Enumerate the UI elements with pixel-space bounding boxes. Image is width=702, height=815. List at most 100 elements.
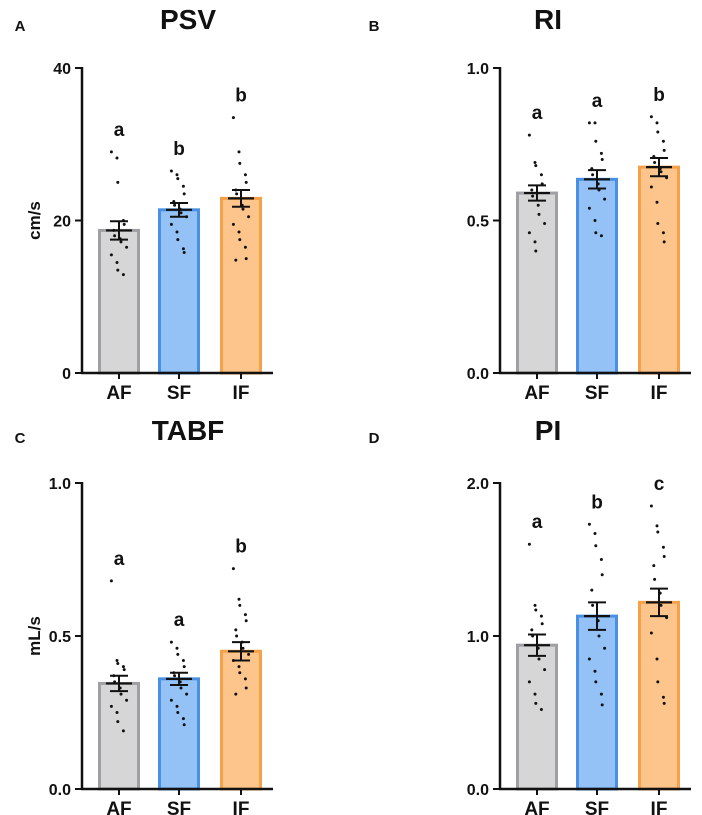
data-point-a-af bbox=[115, 156, 119, 160]
sig-letter-c-if: b bbox=[235, 537, 247, 558]
bar-a-if bbox=[220, 196, 262, 375]
x-tick-label-b-if: IF bbox=[651, 383, 668, 404]
data-point-b-if bbox=[649, 185, 653, 189]
data-point-b-if bbox=[659, 170, 663, 174]
x-tick-label-d-sf: SF bbox=[585, 799, 609, 815]
data-point-c-if bbox=[243, 613, 247, 617]
data-point-d-sf bbox=[593, 531, 597, 535]
data-point-d-if bbox=[655, 657, 659, 661]
data-point-c-af bbox=[121, 665, 125, 669]
bar-c-af bbox=[98, 681, 140, 791]
data-point-a-sf bbox=[176, 177, 180, 181]
data-point-b-af bbox=[531, 194, 535, 198]
data-point-a-if bbox=[235, 192, 239, 196]
panel-label-c: C bbox=[15, 430, 26, 447]
x-tick-label-b-af: AF bbox=[524, 383, 549, 404]
data-point-b-af bbox=[533, 240, 537, 244]
data-point-d-if bbox=[649, 504, 653, 508]
x-tick-label-a-sf: SF bbox=[167, 383, 191, 404]
data-point-b-af bbox=[530, 188, 534, 192]
data-point-a-sf bbox=[182, 192, 186, 196]
data-point-c-af bbox=[109, 704, 113, 708]
data-point-a-af bbox=[115, 260, 119, 264]
data-point-b-af bbox=[534, 249, 538, 253]
data-point-c-if bbox=[247, 652, 251, 656]
data-point-a-if bbox=[238, 161, 242, 165]
data-point-a-sf bbox=[179, 211, 183, 215]
data-point-c-if bbox=[241, 646, 245, 650]
bar-d-sf bbox=[576, 614, 618, 791]
data-point-b-sf bbox=[600, 158, 604, 161]
data-point-d-af bbox=[543, 668, 547, 672]
data-point-b-sf bbox=[593, 121, 597, 125]
data-point-d-af bbox=[527, 680, 531, 684]
data-point-b-sf bbox=[591, 173, 595, 177]
data-point-a-sf bbox=[181, 247, 185, 251]
data-point-d-if bbox=[653, 577, 657, 581]
data-point-c-sf bbox=[169, 640, 173, 644]
sig-letter-d-af: a bbox=[532, 512, 543, 533]
data-point-b-if bbox=[661, 139, 665, 143]
data-point-c-if bbox=[234, 628, 238, 632]
data-point-a-if bbox=[241, 207, 245, 211]
data-point-d-if bbox=[649, 631, 653, 635]
data-point-c-af bbox=[115, 711, 119, 714]
bar-b-if bbox=[638, 165, 680, 375]
data-point-a-af bbox=[116, 180, 120, 184]
bar-c-sf bbox=[158, 677, 200, 791]
data-point-d-if bbox=[662, 554, 666, 558]
y-tick-label-b: 0.0 bbox=[467, 366, 489, 383]
data-point-c-if bbox=[244, 619, 248, 623]
data-point-b-sf bbox=[599, 151, 603, 155]
data-point-c-sf bbox=[181, 717, 185, 721]
y-tick-label-d: 1.0 bbox=[467, 629, 489, 646]
sig-letter-d-if: c bbox=[654, 474, 665, 495]
data-point-d-if bbox=[661, 545, 665, 549]
data-point-c-sf bbox=[176, 711, 180, 714]
data-point-c-sf bbox=[182, 665, 186, 669]
data-point-d-af bbox=[537, 657, 541, 661]
data-point-a-sf bbox=[173, 203, 177, 207]
data-point-c-sf bbox=[179, 686, 183, 690]
data-point-d-sf bbox=[587, 657, 591, 661]
data-point-b-if bbox=[662, 240, 666, 244]
data-point-d-if bbox=[661, 695, 665, 699]
data-point-d-if bbox=[652, 564, 656, 568]
data-point-c-sf bbox=[175, 646, 179, 650]
x-tick-label-a-if: IF bbox=[233, 383, 250, 404]
data-point-c-if bbox=[237, 597, 241, 601]
panel-label-d: D bbox=[369, 430, 380, 447]
chart-title-c: TABF bbox=[152, 415, 225, 446]
data-point-a-if bbox=[237, 150, 241, 154]
bar-a-af bbox=[98, 228, 140, 375]
data-point-a-if bbox=[247, 215, 251, 219]
data-point-d-sf bbox=[603, 646, 607, 650]
data-point-c-if bbox=[235, 634, 239, 638]
sig-letter-a-af: a bbox=[114, 120, 125, 141]
sig-letter-a-if: b bbox=[235, 86, 247, 107]
data-point-a-sf bbox=[169, 169, 173, 173]
x-tick-label-a-af: AF bbox=[106, 383, 131, 404]
data-point-b-sf bbox=[594, 231, 598, 235]
y-tick-label-b: 1.0 bbox=[467, 61, 489, 78]
sig-letter-a-sf: b bbox=[173, 139, 185, 160]
data-point-b-af bbox=[543, 222, 547, 226]
data-point-a-af bbox=[119, 240, 123, 244]
data-point-b-sf bbox=[593, 219, 597, 222]
chart-title-d: PI bbox=[535, 415, 561, 446]
data-point-a-if bbox=[238, 238, 242, 242]
y-axis-label-a: cm/s bbox=[25, 201, 44, 240]
data-point-c-af bbox=[109, 579, 113, 583]
data-point-d-sf bbox=[599, 692, 603, 696]
y-tick-label-d: 0.0 bbox=[467, 782, 489, 799]
y-tick-label-c: 1.0 bbox=[49, 476, 71, 493]
data-point-a-af bbox=[121, 273, 125, 277]
y-tick-label-a: 20 bbox=[53, 214, 71, 231]
data-point-a-af bbox=[122, 222, 126, 226]
data-point-d-sf bbox=[591, 603, 595, 607]
x-tick-label-c-sf: SF bbox=[167, 799, 191, 815]
x-tick-label-b-sf: SF bbox=[585, 383, 609, 404]
data-point-d-if bbox=[655, 524, 659, 528]
data-point-d-af bbox=[539, 614, 543, 618]
